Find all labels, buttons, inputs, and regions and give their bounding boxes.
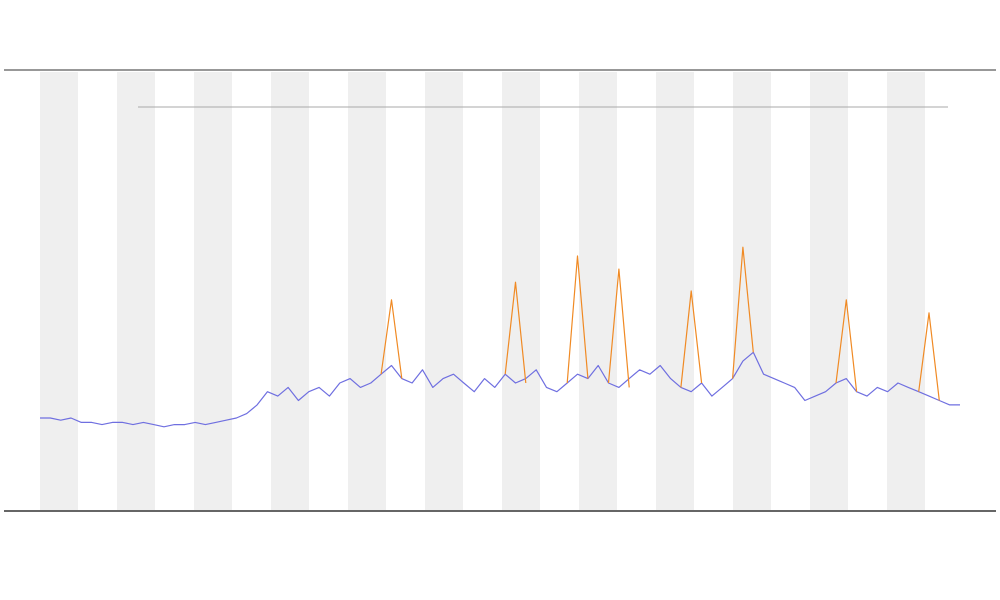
band [117, 72, 155, 510]
band [425, 72, 463, 510]
band [502, 72, 540, 510]
band [194, 72, 232, 510]
band [656, 72, 694, 510]
band [810, 72, 848, 510]
series-line [40, 351, 960, 428]
band [887, 72, 925, 510]
band [271, 72, 309, 510]
series-line [380, 246, 940, 401]
band [40, 72, 78, 510]
band [348, 72, 386, 510]
band [733, 72, 771, 510]
bands [40, 72, 925, 510]
band [579, 72, 617, 510]
